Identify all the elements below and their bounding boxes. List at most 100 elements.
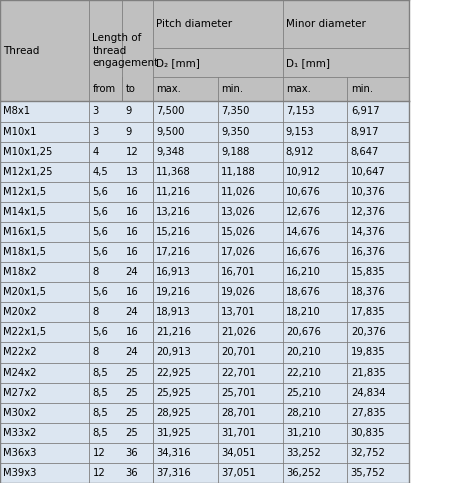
Bar: [0, 101, 409, 122]
Text: 9,348: 9,348: [156, 147, 184, 156]
Text: M33x2: M33x2: [3, 428, 36, 438]
Bar: [0, 423, 409, 443]
Text: 16: 16: [126, 207, 138, 217]
Bar: [0, 182, 409, 202]
Text: 33,252: 33,252: [286, 448, 320, 458]
Text: 28,925: 28,925: [156, 408, 191, 418]
Text: 9: 9: [126, 127, 132, 137]
Text: 8,5: 8,5: [92, 408, 108, 418]
Text: 8,5: 8,5: [92, 368, 108, 378]
Text: M8x1: M8x1: [3, 106, 30, 116]
Text: 15,026: 15,026: [221, 227, 256, 237]
Text: D₂ [mm]: D₂ [mm]: [156, 58, 200, 68]
Text: 25: 25: [126, 388, 138, 398]
Text: 9,350: 9,350: [221, 127, 249, 137]
Text: 20,701: 20,701: [221, 347, 255, 357]
Text: Pitch diameter: Pitch diameter: [156, 19, 232, 29]
Text: 13,701: 13,701: [221, 307, 255, 317]
Text: M10x1: M10x1: [3, 127, 37, 137]
Text: 8: 8: [92, 267, 99, 277]
Text: 9,188: 9,188: [221, 147, 249, 156]
Text: from: from: [92, 85, 116, 94]
Bar: [0, 443, 409, 463]
Text: M20x2: M20x2: [3, 307, 37, 317]
Text: 28,210: 28,210: [286, 408, 320, 418]
Text: 17,026: 17,026: [221, 247, 256, 257]
Text: M12x1,25: M12x1,25: [3, 167, 53, 177]
Bar: [0, 142, 409, 162]
Text: 10,912: 10,912: [286, 167, 321, 177]
Bar: [0, 383, 409, 403]
Text: 31,701: 31,701: [221, 428, 255, 438]
Text: 16: 16: [126, 287, 138, 297]
Text: 22,701: 22,701: [221, 368, 256, 378]
Text: 18,676: 18,676: [286, 287, 321, 297]
Text: 16,701: 16,701: [221, 267, 256, 277]
Text: 11,188: 11,188: [221, 167, 255, 177]
Text: 5,6: 5,6: [92, 247, 108, 257]
Text: 16,676: 16,676: [286, 247, 321, 257]
Text: 13,216: 13,216: [156, 207, 191, 217]
Text: 12,376: 12,376: [351, 207, 386, 217]
Text: 16,376: 16,376: [351, 247, 386, 257]
Text: 34,316: 34,316: [156, 448, 191, 458]
Text: M27x2: M27x2: [3, 388, 37, 398]
Text: Minor diameter: Minor diameter: [286, 19, 366, 29]
Text: 11,026: 11,026: [221, 187, 256, 197]
Text: 25: 25: [126, 428, 138, 438]
Text: D₁ [mm]: D₁ [mm]: [286, 58, 330, 68]
Text: 13,026: 13,026: [221, 207, 255, 217]
Text: 4,5: 4,5: [92, 167, 108, 177]
Text: 16,210: 16,210: [286, 267, 321, 277]
Text: 25: 25: [126, 408, 138, 418]
Text: 20,676: 20,676: [286, 327, 321, 338]
Text: 7,500: 7,500: [156, 106, 184, 116]
Text: 16,913: 16,913: [156, 267, 191, 277]
Text: 5,6: 5,6: [92, 187, 108, 197]
Text: 28,701: 28,701: [221, 408, 255, 418]
Text: 4: 4: [92, 147, 99, 156]
Bar: [0, 0, 409, 101]
Text: 36,252: 36,252: [286, 468, 321, 478]
Text: 8,5: 8,5: [92, 388, 108, 398]
Text: 25,925: 25,925: [156, 388, 191, 398]
Text: 12: 12: [92, 448, 105, 458]
Text: 8,917: 8,917: [351, 127, 379, 137]
Bar: [0, 282, 409, 302]
Bar: [0, 122, 409, 142]
Text: M12x1,5: M12x1,5: [3, 187, 46, 197]
Text: 17,835: 17,835: [351, 307, 385, 317]
Bar: [0, 403, 409, 423]
Text: 32,752: 32,752: [351, 448, 386, 458]
Text: 7,350: 7,350: [221, 106, 249, 116]
Text: 17,216: 17,216: [156, 247, 191, 257]
Text: 37,316: 37,316: [156, 468, 191, 478]
Text: 25,701: 25,701: [221, 388, 256, 398]
Text: M18x2: M18x2: [3, 267, 37, 277]
Text: 22,210: 22,210: [286, 368, 321, 378]
Text: 18,376: 18,376: [351, 287, 385, 297]
Text: 12: 12: [92, 468, 105, 478]
Text: 18,210: 18,210: [286, 307, 320, 317]
Text: M36x3: M36x3: [3, 448, 36, 458]
Text: 11,368: 11,368: [156, 167, 191, 177]
Text: 25: 25: [126, 368, 138, 378]
Text: 16: 16: [126, 247, 138, 257]
Bar: [0, 363, 409, 383]
Text: 8,647: 8,647: [351, 147, 379, 156]
Text: 20,210: 20,210: [286, 347, 320, 357]
Text: 15,216: 15,216: [156, 227, 191, 237]
Text: 24: 24: [126, 307, 138, 317]
Text: 8: 8: [92, 307, 99, 317]
Text: 8,5: 8,5: [92, 428, 108, 438]
Text: M30x2: M30x2: [3, 408, 36, 418]
Text: max.: max.: [286, 85, 310, 94]
Text: 5,6: 5,6: [92, 287, 108, 297]
Text: max.: max.: [156, 85, 181, 94]
Text: 8: 8: [92, 347, 99, 357]
Bar: [0, 242, 409, 262]
Text: 5,6: 5,6: [92, 227, 108, 237]
Text: 12,676: 12,676: [286, 207, 321, 217]
Text: 9,500: 9,500: [156, 127, 184, 137]
Text: 34,051: 34,051: [221, 448, 255, 458]
